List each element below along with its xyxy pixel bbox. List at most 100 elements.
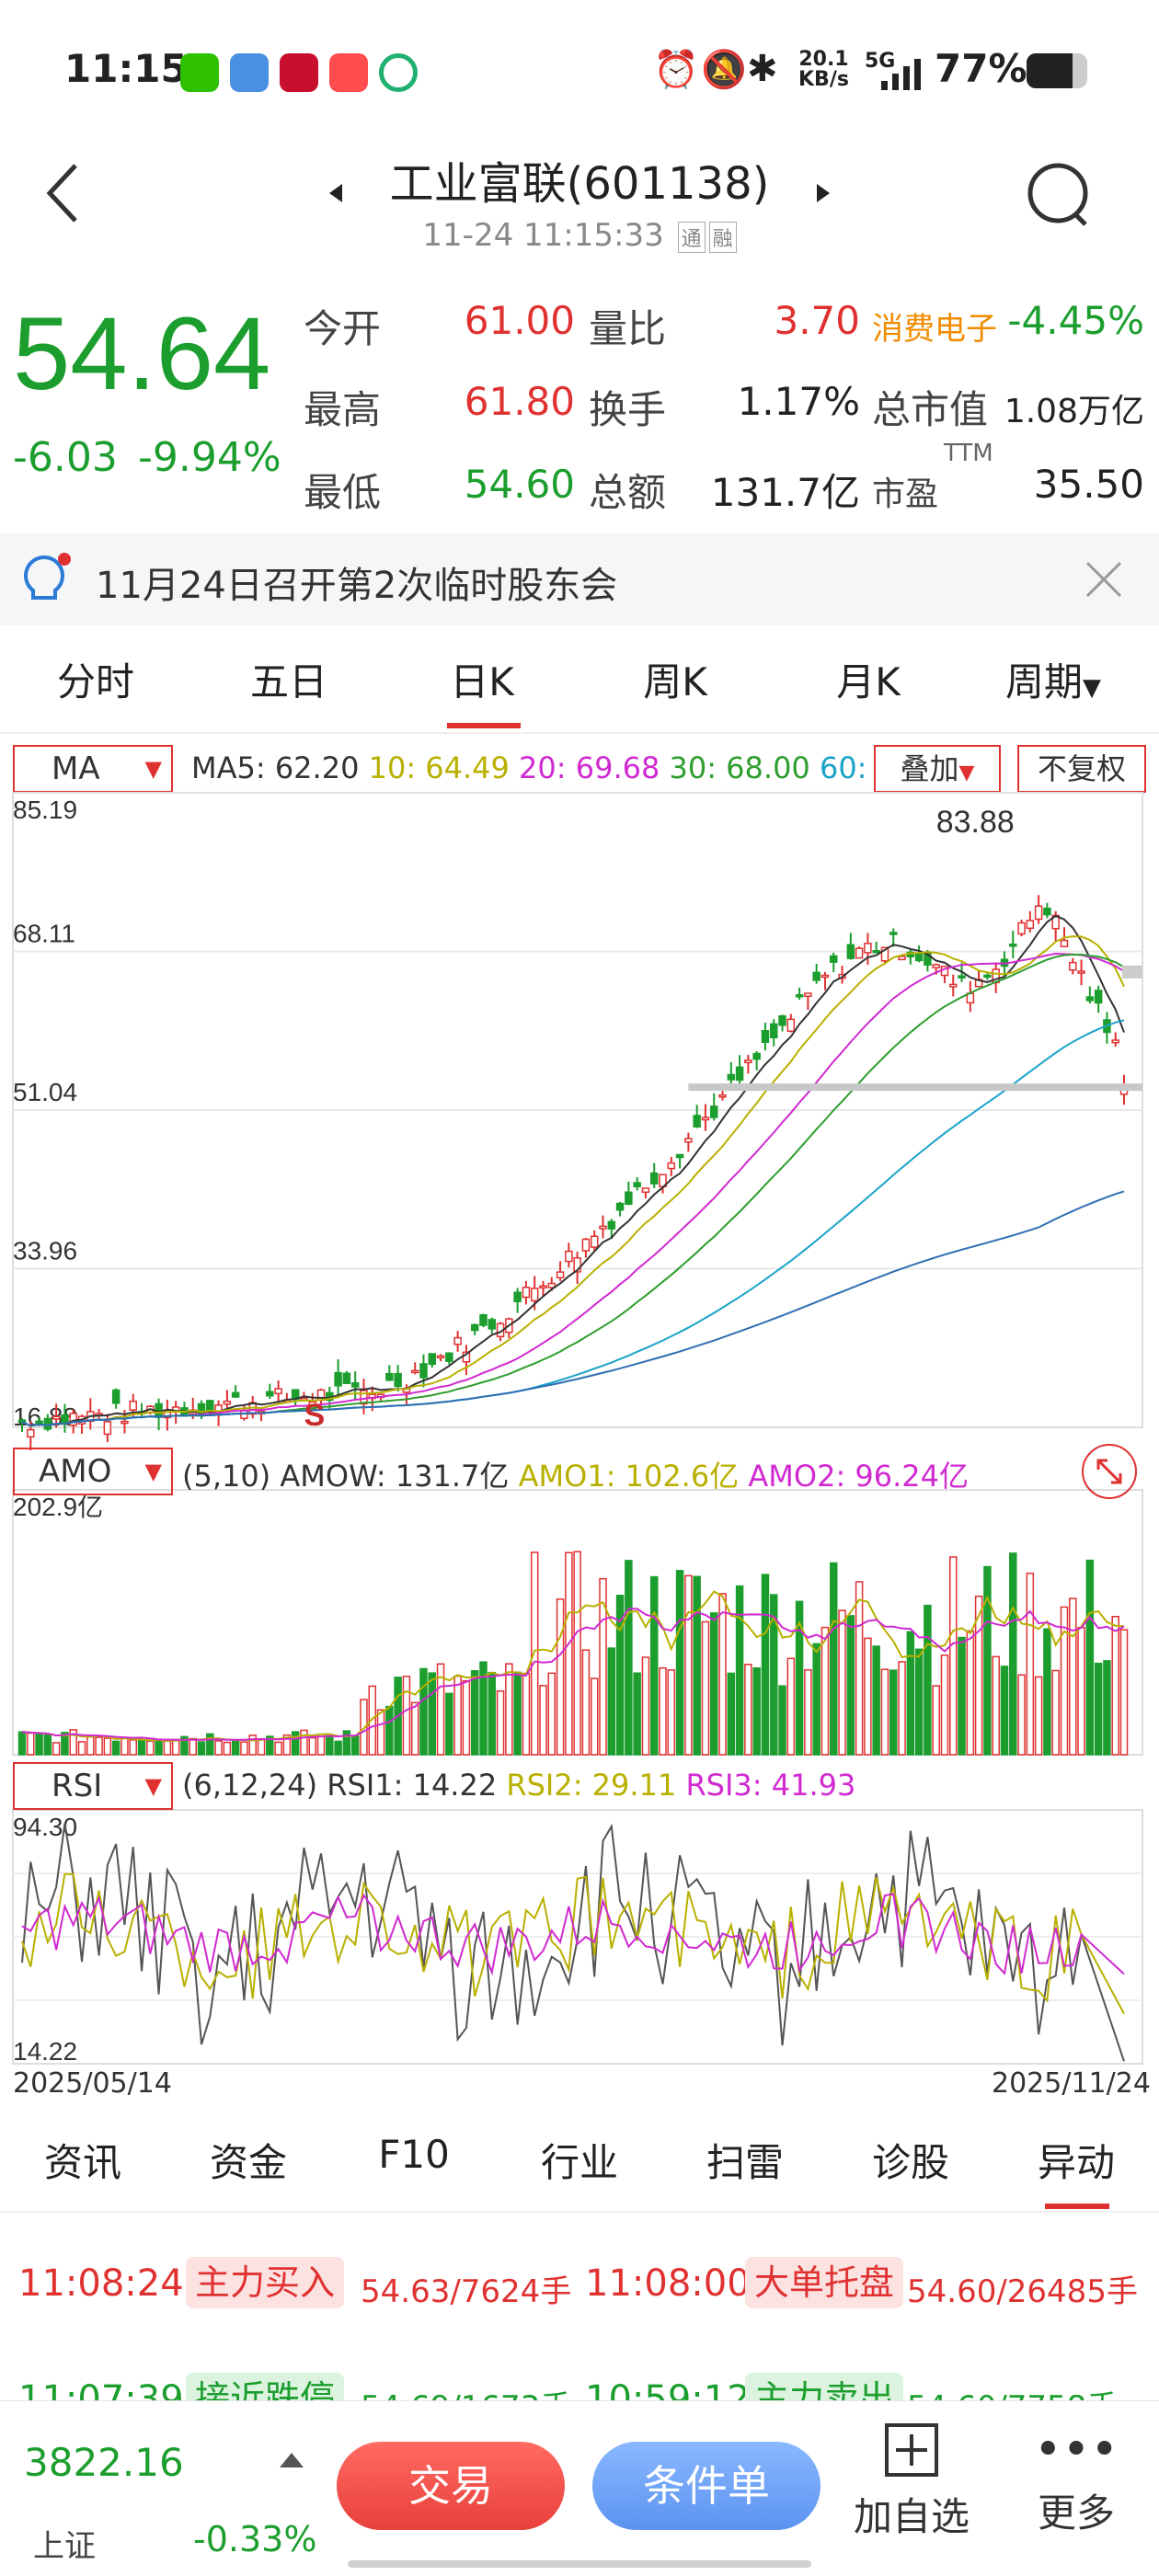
tab-diagnosis[interactable]: 诊股 <box>871 2140 949 2185</box>
ma60-line <box>21 1019 1125 1427</box>
volume-bar <box>649 1575 659 1756</box>
volume-bar <box>898 1661 906 1756</box>
volume-bar <box>453 1675 462 1756</box>
volume-bar <box>812 1643 820 1756</box>
candle-body <box>983 974 992 979</box>
sector-change: -4.45% <box>1007 298 1144 343</box>
volume-bar <box>137 1739 146 1756</box>
condition-order-button[interactable]: 条件单 <box>592 2442 820 2530</box>
mktcap-value: 1.08万亿 <box>1004 393 1144 430</box>
mute-icon: 🔕 <box>701 49 747 91</box>
alarm-icon: ⏰ <box>653 49 699 91</box>
add-watchlist-button[interactable]: 加自选 <box>843 2412 981 2569</box>
caret-up-icon[interactable] <box>278 2449 305 2471</box>
ma-indicator-label: MA <box>52 750 100 787</box>
movement-detail: 54.69/1673手 <box>361 2382 571 2400</box>
volume-bar <box>949 1556 958 1756</box>
ma20-label: 20: 69.68 <box>519 750 660 785</box>
prev-stock-button[interactable] <box>322 175 350 212</box>
caret-right-icon <box>817 184 830 202</box>
caret-down-icon: ▼ <box>958 761 975 784</box>
volume-bar <box>35 1733 43 1756</box>
volume-bar <box>291 1731 300 1756</box>
sell-signal-mark: S <box>304 1398 325 1433</box>
volume-bar <box>77 1741 86 1756</box>
candle-body <box>334 1371 342 1387</box>
volume-bar <box>966 1630 975 1756</box>
overlay-button[interactable]: 叠加▼ <box>874 745 1001 793</box>
tab-f10[interactable]: F10 <box>378 2132 450 2177</box>
high-value: 61.80 <box>464 379 575 424</box>
rsi-indicator-label: RSI <box>52 1768 103 1804</box>
candle-body <box>744 1059 752 1064</box>
movement-tag[interactable]: 主力买入 <box>186 2257 345 2308</box>
caret-down-icon: ▼ <box>144 1773 162 1799</box>
movement-tag[interactable]: 接近跌停 <box>186 2373 345 2400</box>
candle-body <box>419 1363 428 1379</box>
more-button[interactable]: ••• 更多 <box>1012 2412 1141 2569</box>
volume-bar <box>1034 1676 1043 1756</box>
tab-movements[interactable]: 异动 <box>1037 2140 1115 2185</box>
kline-chart[interactable]: 85.1968.1151.0433.9616.88202.9亿94.3014.2… <box>0 791 1159 2097</box>
bluetooth-icon: ✱ <box>747 48 778 90</box>
volume-bar <box>368 1685 377 1756</box>
volratio-value: 3.70 <box>774 298 860 343</box>
tab-monthly-k[interactable]: 月K <box>836 659 901 704</box>
volume-bar <box>61 1732 69 1756</box>
amo-indicator-select[interactable]: AMO ▼ <box>13 1448 173 1495</box>
volume-bar <box>727 1672 736 1756</box>
volume-bar <box>906 1631 915 1756</box>
tab-funds[interactable]: 资金 <box>209 2140 287 2185</box>
volume-bar <box>1017 1674 1026 1756</box>
volume-bar <box>675 1570 684 1756</box>
movement-tag[interactable]: 大单托盘 <box>745 2257 904 2308</box>
close-icon[interactable] <box>1084 559 1124 600</box>
volume-bar <box>171 1738 180 1756</box>
volume-bar <box>889 1669 898 1756</box>
volume-bar <box>556 1598 565 1756</box>
y-tick-label: 85.19 <box>13 796 77 824</box>
candle-body <box>752 1052 761 1060</box>
volume-bar <box>1111 1615 1119 1756</box>
search-button[interactable] <box>1021 158 1095 232</box>
candle-body <box>864 943 872 954</box>
volume-bar <box>1103 1660 1111 1756</box>
candle-body <box>547 1282 557 1288</box>
trade-button[interactable]: 交易 <box>337 2442 565 2530</box>
candle-body <box>513 1291 522 1302</box>
chevron-left-icon <box>46 164 77 223</box>
movement-detail: 54.63/7624手 <box>361 2273 572 2310</box>
candle-body <box>829 955 838 963</box>
candle-body <box>445 1352 453 1362</box>
index-value[interactable]: 3822.16 <box>24 2440 184 2485</box>
tab-intraday[interactable]: 分时 <box>56 659 134 704</box>
rong-badge: 融 <box>708 221 737 253</box>
wechat-icon <box>180 53 219 92</box>
tab-news[interactable]: 资讯 <box>43 2140 121 2185</box>
volume-bar <box>581 1649 591 1756</box>
tab-five-day[interactable]: 五日 <box>249 659 327 704</box>
tab-daily-k[interactable]: 日K <box>450 659 514 704</box>
volume-bar <box>565 1551 573 1756</box>
notice-banner[interactable]: 11月24日召开第2次临时股东会 <box>0 533 1159 625</box>
volume-bar <box>1094 1662 1103 1756</box>
movement-tag[interactable]: 主力卖出 <box>745 2373 904 2400</box>
net-speed-unit: KB/s <box>798 68 849 91</box>
back-button[interactable] <box>37 156 92 230</box>
tab-industry[interactable]: 行业 <box>540 2140 618 2185</box>
tab-period[interactable]: 周期▼ <box>966 651 1141 707</box>
ma-indicator-select[interactable]: MA ▼ <box>13 745 173 793</box>
next-stock-button[interactable] <box>809 175 837 212</box>
movements-list: 11:08:24 主力买入 54.63/7624手 11:08:00 大单托盘 … <box>0 2244 1159 2400</box>
tab-weekly-k[interactable]: 周K <box>643 659 707 704</box>
candle-body <box>855 947 864 959</box>
rsi-indicator-select[interactable]: RSI ▼ <box>13 1762 173 1810</box>
candle-body <box>103 1421 112 1436</box>
movement-time: 10:59:12 <box>585 2378 751 2400</box>
tab-risk-scan[interactable]: 扫雷 <box>706 2140 784 2185</box>
candle-body <box>274 1388 282 1395</box>
adjust-button[interactable]: 不复权 <box>1017 745 1146 793</box>
sector-label[interactable]: 消费电子 <box>872 311 997 348</box>
quote-datetime: 11-24 11:15:33 <box>422 217 664 254</box>
expand-button[interactable] <box>1082 1444 1137 1499</box>
